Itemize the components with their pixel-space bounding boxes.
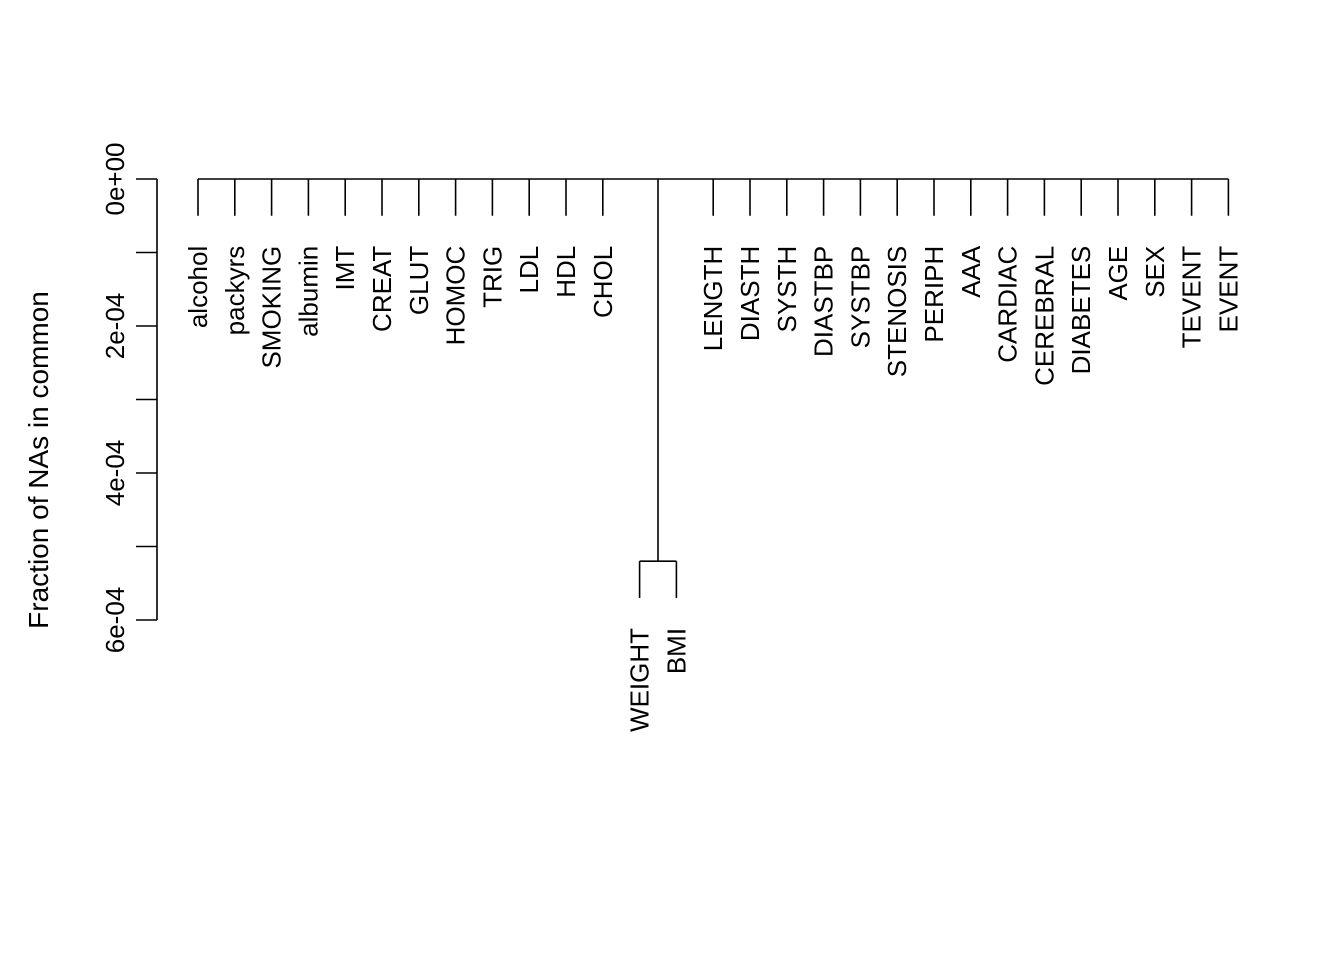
y-tick-label: 0e+00 — [100, 142, 130, 215]
leaf-label: LENGTH — [698, 246, 728, 351]
leaf-label: SYSTBP — [845, 246, 875, 349]
leaf-label: AAA — [956, 245, 986, 298]
leaf-label: DIASTBP — [809, 246, 839, 357]
leaf-label: SEX — [1140, 246, 1170, 298]
leaf-labels: alcohol packyrs SMOKING albumin IMT CREAT GLUT… — [183, 245, 1243, 732]
leaf-label: CREAT — [367, 246, 397, 332]
leaf-label: CEREBRAL — [1029, 246, 1059, 386]
leaf-label: PERIPH — [919, 246, 949, 343]
leaf-label: HDL — [551, 246, 581, 298]
leaf-label: GLUT — [404, 246, 434, 315]
leaf-label: AGE — [1103, 246, 1133, 301]
leaf-label: EVENT — [1213, 246, 1243, 333]
leaf-label: SYSTH — [772, 246, 802, 333]
leaf-label: BMI — [661, 628, 691, 674]
leaf-label: CHOL — [588, 246, 618, 318]
y-axis-title: Fraction of NAs in common — [23, 291, 54, 629]
leaf-label: packyrs — [220, 246, 250, 336]
leaf-label: CARDIAC — [993, 246, 1023, 363]
leaf-label: WEIGHT — [625, 628, 655, 732]
leaf-label: HOMOC — [441, 246, 471, 346]
leaf-label: SMOKING — [257, 246, 287, 369]
leaf-label: albumin — [293, 246, 323, 337]
leaf-label: TEVENT — [1177, 246, 1207, 349]
leaf-label: alcohol — [183, 246, 213, 328]
leaf-label: STENOSIS — [882, 246, 912, 377]
leaf-label: LDL — [514, 246, 544, 294]
leaf-label: TRIG — [477, 246, 507, 308]
y-tick-label: 4e-04 — [100, 440, 130, 507]
leaf-label: DIASTH — [735, 246, 765, 341]
leaf-label: IMT — [330, 246, 360, 291]
y-tick-label: 6e-04 — [100, 587, 130, 654]
y-tick-label: 2e-04 — [100, 293, 130, 360]
leaf-label: DIABETES — [1066, 246, 1096, 375]
dendrogram-tree — [197, 178, 1230, 598]
y-axis: 0e+00 2e-04 4e-04 6e-04 — [100, 142, 158, 654]
